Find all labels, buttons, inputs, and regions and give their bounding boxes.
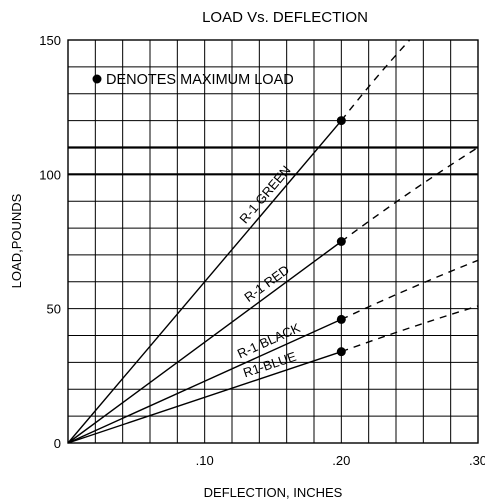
grid-layer <box>68 40 478 443</box>
y-tick-label: 50 <box>47 302 61 317</box>
y-tick-label: 0 <box>54 436 61 451</box>
max-load-marker-r-1-black <box>336 314 346 324</box>
max-load-markers <box>336 116 346 357</box>
y-axis-title: LOAD,POUNDS <box>9 193 24 288</box>
series-line-r-1-green <box>67 120 342 444</box>
series-line-r-1-black <box>67 318 342 444</box>
max-load-marker-r-1-green <box>336 116 346 126</box>
x-axis-title: DEFLECTION, INCHES <box>204 485 343 500</box>
series-extension-r-1-green <box>340 39 411 122</box>
tick-labels: 0 50 100 150 .10 .20 .30 <box>39 33 485 468</box>
x-tick-label: .10 <box>196 453 214 468</box>
series-line-r-1-red <box>67 240 342 444</box>
x-tick-label: .20 <box>332 453 350 468</box>
x-tick-label: .30 <box>469 453 485 468</box>
series-extension-r1-blue <box>341 305 479 353</box>
series-line-r1-blue <box>67 350 342 444</box>
max-load-marker-r-1-red <box>336 237 346 246</box>
series-extension-r-1-red <box>340 146 479 243</box>
chart-title: LOAD Vs. DEFLECTION <box>202 9 368 26</box>
series-label-r-1-green: R-1 GREEN <box>236 163 293 227</box>
plot-frame <box>67 39 479 444</box>
y-tick-label: 150 <box>39 33 61 48</box>
legend-marker <box>92 74 102 84</box>
max-load-marker-r1-blue <box>336 347 346 357</box>
legend-note-text: DENOTES MAXIMUM LOAD <box>106 72 294 88</box>
legend-note: DENOTES MAXIMUM LOAD <box>92 72 294 88</box>
series-layer <box>67 39 479 444</box>
series-extension-r-1-black <box>341 259 479 321</box>
y-tick-label: 100 <box>39 167 61 182</box>
reference-lines <box>68 146 478 176</box>
